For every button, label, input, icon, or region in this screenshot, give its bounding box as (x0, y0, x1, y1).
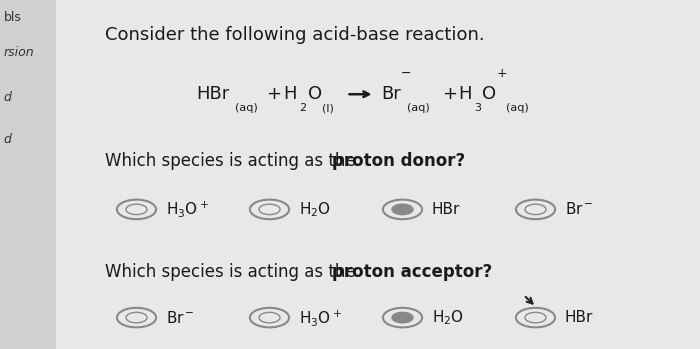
Text: HBr: HBr (565, 310, 594, 325)
Text: Br$^-$: Br$^-$ (565, 201, 594, 217)
Text: d: d (4, 91, 11, 104)
Text: H$_3$O$^+$: H$_3$O$^+$ (166, 199, 209, 220)
Text: +: + (497, 67, 508, 80)
Text: HBr: HBr (432, 202, 461, 217)
FancyBboxPatch shape (0, 0, 56, 349)
Text: 2: 2 (300, 103, 307, 113)
Text: d: d (4, 133, 11, 146)
Text: O: O (308, 85, 322, 103)
Text: −: − (401, 67, 412, 80)
Text: proton donor?: proton donor? (332, 151, 466, 170)
Text: Which species is acting as the: Which species is acting as the (105, 151, 361, 170)
Text: H$_2$O: H$_2$O (432, 308, 464, 327)
Text: 3: 3 (474, 103, 481, 113)
Text: rsion: rsion (4, 46, 34, 59)
Text: HBr: HBr (196, 85, 230, 103)
Text: (aq): (aq) (506, 103, 529, 113)
Text: (aq): (aq) (234, 103, 258, 113)
Text: Br$^-$: Br$^-$ (166, 310, 195, 326)
Text: H: H (284, 85, 297, 103)
Text: proton acceptor?: proton acceptor? (332, 263, 493, 281)
Circle shape (392, 204, 413, 215)
Text: Br: Br (382, 85, 401, 103)
Text: +: + (266, 85, 281, 103)
Text: +: + (442, 85, 457, 103)
Text: (l): (l) (322, 103, 334, 113)
Text: H: H (458, 85, 472, 103)
Text: H$_2$O: H$_2$O (299, 200, 331, 219)
Circle shape (392, 312, 413, 323)
Text: H$_3$O$^+$: H$_3$O$^+$ (299, 307, 342, 328)
Text: (aq): (aq) (407, 103, 430, 113)
Text: O: O (482, 85, 496, 103)
Text: Which species is acting as the: Which species is acting as the (105, 263, 361, 281)
Text: Consider the following acid-base reaction.: Consider the following acid-base reactio… (105, 26, 484, 44)
Text: bls: bls (4, 11, 22, 24)
